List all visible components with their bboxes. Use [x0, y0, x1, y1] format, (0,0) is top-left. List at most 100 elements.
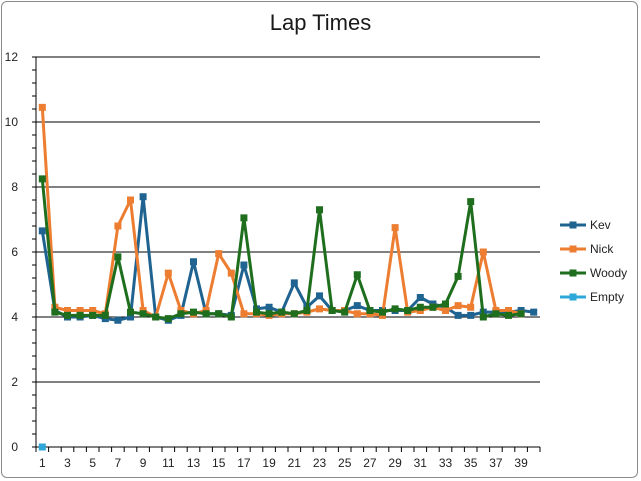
data-point-kev: [127, 313, 134, 321]
y-tick-label: 2: [11, 375, 18, 389]
data-point-nick: [227, 269, 235, 277]
data-point-woody: [265, 310, 273, 318]
data-point-woody: [303, 307, 311, 314]
data-point-kev: [114, 316, 122, 324]
series-line-kev: [40, 195, 534, 322]
x-tick-label: 29: [388, 456, 402, 470]
legend-marker: [569, 293, 577, 301]
data-point-woody: [164, 315, 172, 323]
data-point-kev: [190, 258, 197, 266]
data-point-woody: [76, 311, 84, 319]
data-point-woody: [127, 308, 134, 316]
data-point-empty: [38, 443, 46, 451]
data-point-nick: [215, 250, 223, 258]
data-point-nick: [316, 305, 323, 313]
legend-entry-empty: Empty: [560, 290, 624, 304]
data-point-kev: [240, 261, 248, 269]
legend-marker: [569, 245, 577, 253]
data-point-woody: [101, 311, 109, 319]
x-tick-label: 23: [313, 456, 327, 470]
x-tick-label: 31: [414, 456, 428, 470]
data-point-kev: [316, 292, 323, 300]
x-tick-label: 5: [89, 456, 96, 470]
data-point-woody: [64, 311, 71, 319]
legend-marker: [569, 269, 577, 277]
data-point-woody: [328, 307, 336, 314]
data-point-nick: [467, 303, 475, 311]
x-tick-label: 37: [489, 456, 503, 470]
x-tick-label: 11: [162, 456, 175, 470]
data-point-woody: [467, 198, 475, 206]
data-point-woody: [454, 272, 462, 280]
data-point-kev: [38, 227, 46, 235]
data-point-woody: [227, 313, 235, 321]
data-point-woody: [391, 305, 399, 313]
data-point-nick: [89, 307, 97, 314]
data-point-nick: [505, 307, 512, 314]
data-point-woody: [353, 271, 361, 279]
data-point-woody: [416, 303, 424, 311]
data-point-woody: [366, 307, 374, 314]
data-point-woody: [215, 310, 223, 318]
data-point-woody: [429, 303, 437, 311]
data-point-nick: [76, 307, 84, 314]
data-point-woody: [442, 300, 449, 308]
legend-entry-woody: Woody: [560, 266, 627, 280]
x-tick-label: 35: [464, 456, 478, 470]
legend-label: Nick: [590, 242, 614, 256]
data-point-nick: [114, 222, 122, 230]
data-point-kev: [416, 294, 424, 301]
data-point-woody: [278, 308, 286, 316]
data-point-woody: [202, 310, 210, 318]
data-point-woody: [114, 253, 122, 261]
data-point-woody: [139, 310, 147, 318]
legend-label: Empty: [590, 290, 624, 304]
x-tick-label: 39: [514, 456, 528, 470]
x-tick-label: 19: [262, 456, 276, 470]
y-tick-label: 12: [5, 50, 19, 64]
x-tick-label: 9: [140, 456, 147, 470]
legend-marker: [569, 221, 577, 229]
legend: Kev Nick Woody Empty: [560, 218, 627, 304]
data-point-nick: [240, 310, 248, 318]
data-point-kev: [353, 302, 361, 310]
y-tick-label: 8: [11, 180, 18, 194]
x-tick-labels: 1 3 5 7 9 11 13 15 17 19 21 23 25 27 29 31 33 35 37 39: [39, 456, 528, 470]
data-point-woody: [253, 308, 260, 316]
y-tick-label: 6: [11, 245, 18, 259]
data-point-nick: [38, 103, 46, 111]
y-tick-labels: 0 2 4 6 8 10 12: [5, 50, 19, 454]
chart-title: Lap Times: [269, 10, 372, 35]
data-point-kev: [454, 311, 462, 319]
x-tick-label: 33: [439, 456, 453, 470]
legend-label: Kev: [590, 218, 611, 232]
data-point-woody: [38, 175, 46, 183]
series-woody: [38, 175, 525, 323]
y-tick-label: 0: [11, 440, 18, 454]
data-point-woody: [290, 310, 298, 318]
x-tick-label: 27: [363, 456, 377, 470]
x-tick-label: 25: [338, 456, 352, 470]
plot-series: [38, 103, 538, 451]
data-point-woody: [240, 214, 248, 222]
data-point-nick: [353, 310, 361, 318]
data-point-nick: [64, 307, 71, 314]
data-point-woody: [51, 308, 59, 316]
data-point-kev: [290, 279, 298, 287]
y-tick-label: 4: [11, 310, 18, 324]
data-point-kev: [467, 311, 475, 319]
y-tick-label: 10: [5, 115, 19, 129]
legend-label: Woody: [590, 266, 627, 280]
series-empty: [38, 443, 46, 451]
data-point-nick: [127, 196, 134, 204]
data-point-kev: [530, 308, 538, 316]
data-point-woody: [517, 310, 525, 318]
x-tick-label: 13: [187, 456, 201, 470]
data-point-woody: [177, 310, 185, 318]
data-point-nick: [442, 307, 449, 314]
data-point-kev: [139, 193, 147, 201]
data-point-woody: [404, 307, 412, 314]
data-point-woody: [190, 308, 197, 316]
data-point-nick: [391, 224, 399, 232]
